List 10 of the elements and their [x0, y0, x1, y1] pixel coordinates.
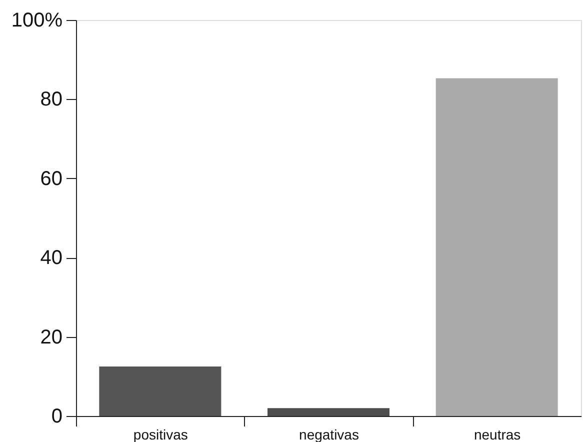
bar [436, 78, 558, 416]
bar [268, 408, 390, 416]
y-tick-label: 20 [40, 326, 62, 348]
y-tick-label: 80 [40, 88, 62, 111]
x-tick-label: neutras [474, 426, 521, 442]
bar [99, 366, 222, 416]
y-tick-label: 100% [11, 10, 63, 32]
y-tick-label: 40 [40, 247, 62, 270]
y-tick-label: 60 [40, 168, 62, 190]
y-tick-label: 0 [51, 406, 62, 428]
